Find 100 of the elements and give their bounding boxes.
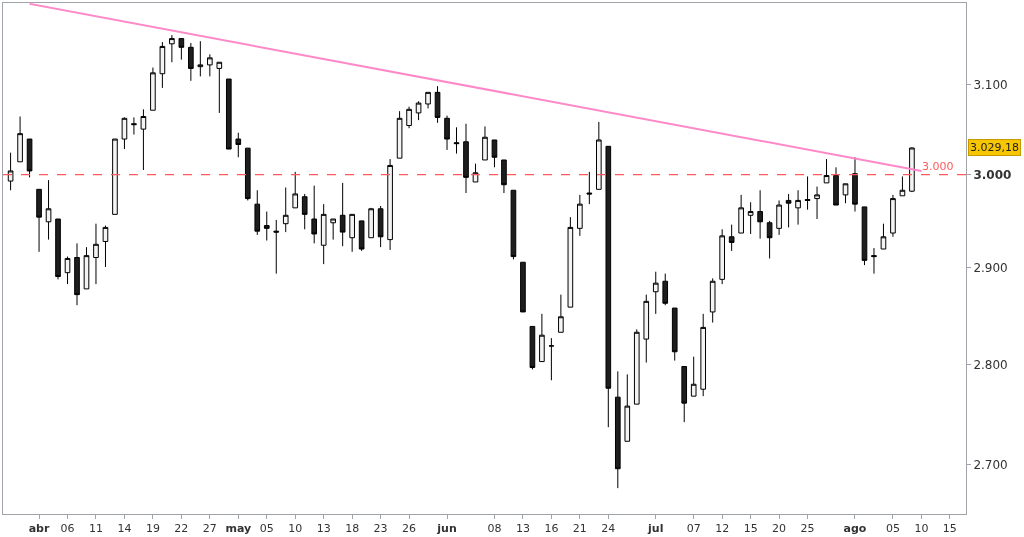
candlestick bbox=[74, 242, 80, 306]
candlestick bbox=[738, 194, 744, 234]
x-tick-label: 25 bbox=[800, 522, 815, 536]
candlestick bbox=[377, 205, 384, 248]
candlestick bbox=[254, 189, 261, 236]
candlestick bbox=[823, 158, 830, 184]
x-tick-label: 05 bbox=[259, 522, 274, 536]
candlestick bbox=[539, 313, 545, 363]
candlestick bbox=[387, 158, 393, 251]
candlestick bbox=[520, 261, 526, 313]
candlestick bbox=[871, 247, 877, 275]
x-tick-label: 16 bbox=[544, 522, 559, 536]
candlestick bbox=[36, 188, 42, 253]
x-tick-label: may bbox=[225, 522, 252, 536]
candlestick bbox=[671, 307, 678, 362]
x-tick-label: 07 bbox=[686, 522, 701, 536]
candlestick bbox=[662, 273, 669, 306]
candlestick bbox=[586, 171, 593, 205]
candlestick bbox=[757, 189, 763, 240]
x-tick-label: 21 bbox=[572, 522, 587, 536]
y-tick-label: 2.700 bbox=[973, 457, 1008, 472]
candlestick bbox=[434, 85, 441, 124]
ref-line-label: 3.000 bbox=[922, 160, 954, 173]
candlestick bbox=[121, 116, 128, 150]
candlestick bbox=[453, 126, 460, 155]
candlestick bbox=[83, 246, 90, 290]
candlestick bbox=[861, 206, 868, 266]
candlestick bbox=[216, 61, 223, 114]
candlestick bbox=[766, 220, 773, 259]
candlestick bbox=[150, 67, 156, 111]
candlestick bbox=[225, 78, 232, 150]
candlestick bbox=[339, 182, 346, 247]
candlestick bbox=[197, 40, 204, 77]
candlestick bbox=[852, 156, 858, 213]
x-tick-label: 18 bbox=[345, 522, 360, 536]
candlestick bbox=[624, 373, 631, 442]
candlestick bbox=[320, 203, 327, 265]
x-tick-label: 11 bbox=[88, 522, 103, 536]
x-tick-label: 10 bbox=[914, 522, 929, 536]
candlestick bbox=[643, 294, 650, 364]
candlestick bbox=[633, 328, 640, 405]
x-tick-label: 14 bbox=[117, 522, 132, 536]
candlestick bbox=[425, 91, 431, 109]
candlestick bbox=[301, 193, 308, 230]
x-tick-label: 10 bbox=[288, 522, 303, 536]
candlestick bbox=[244, 147, 251, 201]
candlestick bbox=[55, 218, 61, 280]
candlestick bbox=[890, 194, 896, 238]
candlestick bbox=[719, 228, 725, 285]
candlestick bbox=[263, 211, 270, 242]
candlestick bbox=[93, 223, 99, 285]
x-tick-label: 15 bbox=[942, 522, 957, 536]
candlestick bbox=[17, 116, 23, 163]
candlestick bbox=[605, 145, 612, 428]
candlestick bbox=[690, 356, 697, 397]
x-tick-label: 24 bbox=[601, 522, 616, 536]
x-tick-label: 13 bbox=[316, 522, 331, 536]
candlestick bbox=[131, 116, 137, 136]
candlestick bbox=[45, 179, 52, 241]
candlestick bbox=[358, 220, 365, 252]
candlestick bbox=[415, 100, 422, 121]
candlestick bbox=[282, 186, 289, 233]
candlestick bbox=[510, 189, 517, 260]
x-tick-label: ago bbox=[843, 522, 867, 536]
candlestick bbox=[880, 223, 887, 250]
candlestick bbox=[491, 139, 498, 168]
candlestick bbox=[681, 365, 688, 423]
candlestick bbox=[728, 224, 735, 252]
candlestick bbox=[178, 38, 185, 61]
candlestick bbox=[349, 213, 355, 253]
candlestick bbox=[909, 146, 915, 193]
x-tick-label: 23 bbox=[373, 522, 388, 536]
candlestick bbox=[577, 194, 583, 237]
candlestick bbox=[311, 185, 318, 244]
y-tick-label: 2.800 bbox=[973, 357, 1008, 372]
x-tick-label: 13 bbox=[515, 522, 530, 536]
candlestick bbox=[709, 277, 716, 324]
candlestick bbox=[700, 313, 707, 397]
candlestick bbox=[501, 159, 507, 194]
x-tick-label: 12 bbox=[715, 522, 730, 536]
candlestick bbox=[368, 207, 374, 239]
candlestick bbox=[804, 175, 811, 211]
x-tick-label: 06 bbox=[60, 522, 75, 536]
y-tick-label: 3.000 bbox=[973, 167, 1012, 182]
x-tick-label: 08 bbox=[487, 522, 502, 536]
x-tick-label: jul bbox=[647, 522, 664, 536]
candlestick bbox=[188, 42, 194, 82]
candlestick bbox=[159, 41, 166, 89]
candlestick bbox=[558, 294, 564, 333]
candlestick bbox=[102, 225, 109, 268]
candlestick bbox=[7, 152, 14, 191]
candlestick bbox=[548, 337, 555, 381]
candlestick bbox=[472, 163, 479, 183]
candlestick bbox=[899, 175, 906, 197]
candlestick bbox=[776, 199, 782, 236]
x-tick-label: 26 bbox=[402, 522, 417, 536]
candlestick bbox=[292, 171, 299, 209]
candlestick bbox=[330, 218, 336, 241]
candlestick bbox=[396, 110, 403, 159]
x-tick-label: 05 bbox=[885, 522, 900, 536]
